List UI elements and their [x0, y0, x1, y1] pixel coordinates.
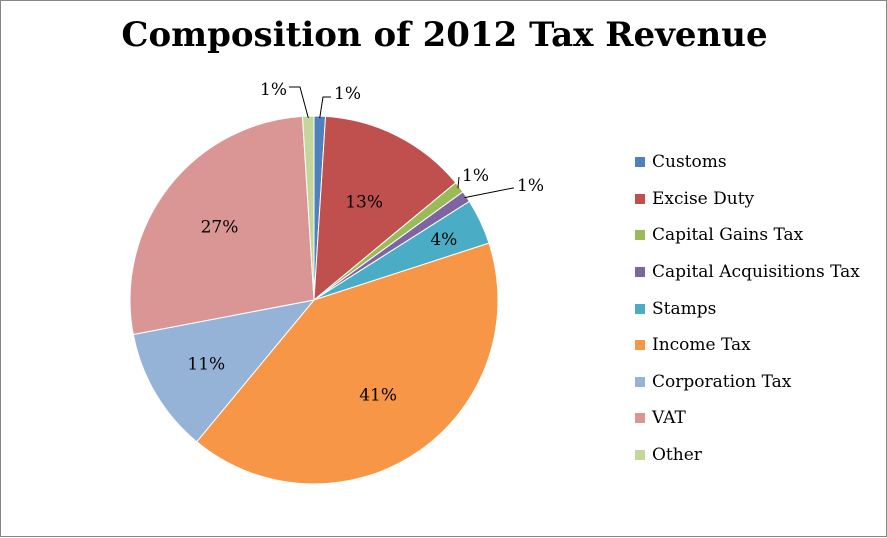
- legend-swatch: [635, 267, 645, 278]
- legend-label: Customs: [652, 152, 727, 173]
- data-label-stamps: 4%: [430, 230, 457, 250]
- legend-item: Customs: [635, 144, 860, 181]
- data-label-vat: 27%: [201, 218, 239, 238]
- leader-line: [457, 176, 460, 189]
- data-label-customs: 1%: [334, 84, 361, 104]
- leader-line: [319, 96, 331, 119]
- legend-label: Income Tax: [652, 335, 751, 356]
- data-label-capital-gains-tax: 1%: [462, 166, 489, 186]
- legend-swatch: [635, 376, 645, 387]
- legend-item: Income Tax: [635, 327, 860, 364]
- pie-slice-excise-duty: [313, 115, 457, 302]
- legend-item: Capital Gains Tax: [635, 217, 860, 254]
- leader-line: [289, 86, 309, 119]
- legend-item: Capital Acquisitions Tax: [635, 254, 860, 291]
- legend-label: Excise Duty: [652, 188, 755, 209]
- legend-item: VAT: [635, 400, 860, 437]
- data-label-capital-acquisitions-tax: 1%: [517, 176, 544, 196]
- legend-label: VAT: [652, 408, 686, 429]
- data-label-income-tax: 41%: [359, 385, 397, 405]
- legend-swatch: [635, 413, 645, 424]
- data-label-other: 1%: [260, 80, 287, 100]
- legend-label: Stamps: [652, 298, 717, 319]
- leader-line: [464, 187, 514, 199]
- legend-item: Excise Duty: [635, 181, 860, 218]
- legend-label: Other: [652, 445, 702, 466]
- legend-swatch: [635, 450, 645, 461]
- pie-slice-income-tax: [196, 242, 499, 485]
- legend-swatch: [635, 340, 645, 351]
- chart-title: Composition of 2012 Tax Revenue: [121, 15, 768, 55]
- data-label-excise-duty: 13%: [345, 193, 383, 213]
- pie-slice-corporation-tax: [132, 299, 316, 443]
- pie-slice-vat: [129, 115, 315, 336]
- legend-label: Capital Gains Tax: [652, 225, 804, 246]
- legend-swatch: [635, 157, 645, 168]
- legend-swatch: [635, 230, 645, 241]
- legend-item: Other: [635, 437, 860, 474]
- legend: Customs Excise Duty Capital Gains Tax Capit…: [635, 144, 860, 473]
- legend-item: Stamps: [635, 290, 860, 327]
- legend-label: Corporation Tax: [652, 371, 792, 392]
- legend-swatch: [635, 193, 645, 204]
- legend-label: Capital Acquisitions Tax: [652, 262, 860, 283]
- data-label-corporation-tax: 11%: [187, 355, 225, 375]
- legend-item: Corporation Tax: [635, 364, 860, 401]
- legend-swatch: [635, 303, 645, 314]
